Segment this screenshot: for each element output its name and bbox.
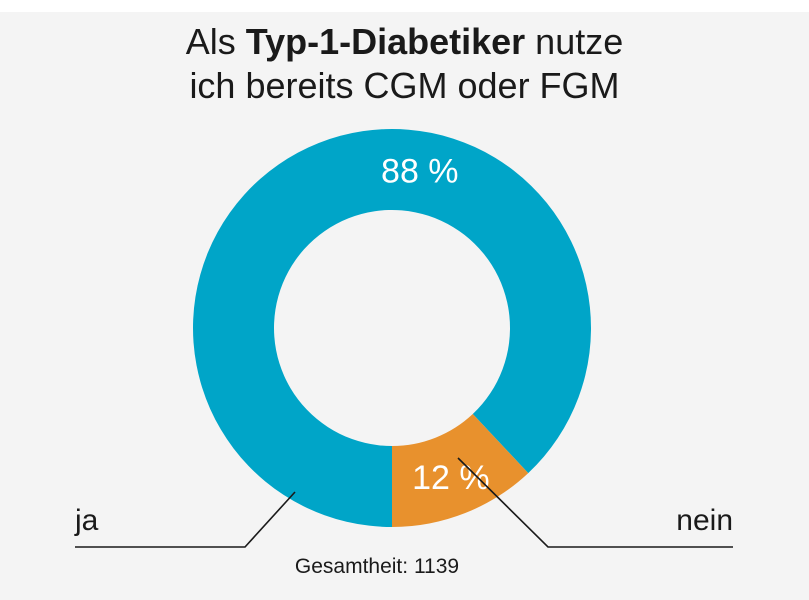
chart-title: Als Typ-1-Diabetiker nutze ich bereits C… (0, 20, 809, 108)
title-suffix: nutze (525, 21, 624, 62)
slice-ja (392, 414, 529, 527)
title-highlight: Typ-1-Diabetiker (245, 21, 526, 62)
title-prefix: Als (185, 21, 246, 62)
title-line-1: Als Typ-1-Diabetiker nutze (0, 20, 809, 64)
value-label-ja: 12 % (412, 459, 490, 497)
category-label-ja: ja (74, 504, 99, 537)
leader-line-ja (75, 491, 296, 548)
category-label-nein: nein (676, 504, 733, 537)
title-line-2: ich bereits CGM oder FGM (189, 65, 620, 106)
slice-nein (193, 129, 591, 527)
total-label: Gesamtheit: 1139 (295, 555, 459, 578)
value-label-nein: 88 % (381, 152, 459, 190)
leader-line-nein (457, 457, 733, 548)
